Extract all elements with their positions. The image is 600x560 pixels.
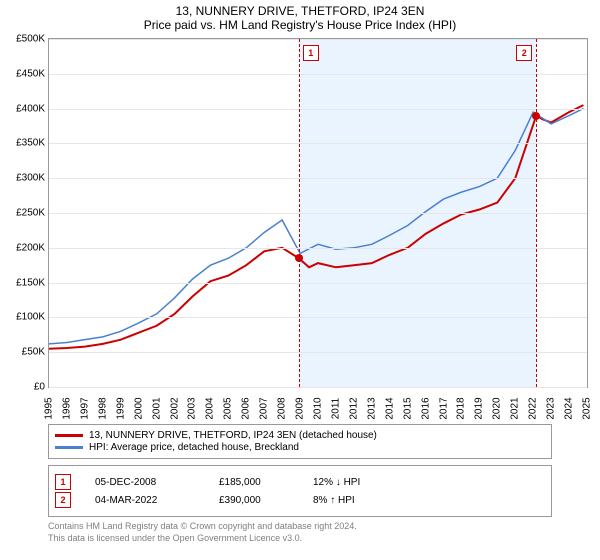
event-marker-icon: 1 xyxy=(303,45,319,61)
x-axis-label: 2015 xyxy=(402,397,413,419)
x-axis-label: 2010 xyxy=(313,397,324,419)
event-date: 05-DEC-2008 xyxy=(95,477,195,488)
x-axis-label: 2013 xyxy=(366,397,377,419)
attribution-line: This data is licensed under the Open Gov… xyxy=(48,533,552,545)
event-delta: 12% ↓ HPI xyxy=(313,477,360,488)
x-axis-label: 1996 xyxy=(61,397,72,419)
y-axis-label: £350K xyxy=(16,138,45,149)
event-marker-icon: 2 xyxy=(516,45,532,61)
y-axis-label: £200K xyxy=(16,242,45,253)
x-axis-label: 2009 xyxy=(295,397,306,419)
attribution: Contains HM Land Registry data © Crown c… xyxy=(48,521,552,544)
event-table: 1 05-DEC-2008 £185,000 12% ↓ HPI 2 04-MA… xyxy=(48,465,552,517)
x-axis-label: 2019 xyxy=(474,397,485,419)
legend-item: 13, NUNNERY DRIVE, THETFORD, IP24 3EN (d… xyxy=(55,430,545,441)
y-axis-label: £300K xyxy=(16,173,45,184)
legend-label: HPI: Average price, detached house, Brec… xyxy=(89,442,299,453)
x-axis-label: 2006 xyxy=(241,397,252,419)
event-marker-icon: 2 xyxy=(55,492,71,508)
x-axis-label: 2018 xyxy=(456,397,467,419)
y-axis-label: £50K xyxy=(22,347,45,358)
event-date: 04-MAR-2022 xyxy=(95,495,195,506)
event-delta: 8% ↑ HPI xyxy=(313,495,355,506)
x-axis-label: 2011 xyxy=(330,398,341,420)
event-price: £185,000 xyxy=(219,477,289,488)
legend: 13, NUNNERY DRIVE, THETFORD, IP24 3EN (d… xyxy=(48,424,552,459)
x-axis-label: 2004 xyxy=(205,397,216,419)
y-axis-label: £100K xyxy=(16,312,45,323)
x-axis-label: 2012 xyxy=(348,397,359,419)
event-row: 2 04-MAR-2022 £390,000 8% ↑ HPI xyxy=(55,492,545,508)
legend-item: HPI: Average price, detached house, Brec… xyxy=(55,442,545,453)
event-row: 1 05-DEC-2008 £185,000 12% ↓ HPI xyxy=(55,474,545,490)
event-marker-icon: 1 xyxy=(55,474,71,490)
y-axis-label: £150K xyxy=(16,277,45,288)
x-axis-label: 1997 xyxy=(79,397,90,419)
x-axis-label: 2001 xyxy=(151,397,162,419)
series-line xyxy=(49,105,583,349)
x-axis-label: 2020 xyxy=(492,397,503,419)
legend-swatch xyxy=(55,434,83,437)
x-axis-label: 2016 xyxy=(420,397,431,419)
chart-area: £0£50K£100K£150K£200K£250K£300K£350K£400… xyxy=(48,38,588,388)
attribution-line: Contains HM Land Registry data © Crown c… xyxy=(48,521,552,533)
legend-swatch xyxy=(55,446,83,449)
y-axis-label: £250K xyxy=(16,208,45,219)
x-axis-label: 2003 xyxy=(187,397,198,419)
x-axis-label: 2025 xyxy=(582,397,593,419)
x-axis-label: 2000 xyxy=(133,397,144,419)
x-axis-label: 2005 xyxy=(223,397,234,419)
x-axis-label: 2022 xyxy=(528,397,539,419)
event-price: £390,000 xyxy=(219,495,289,506)
event-dot-icon xyxy=(295,254,303,262)
title-address: 13, NUNNERY DRIVE, THETFORD, IP24 3EN xyxy=(0,0,600,18)
event-line xyxy=(299,39,300,387)
legend-label: 13, NUNNERY DRIVE, THETFORD, IP24 3EN (d… xyxy=(89,430,377,441)
x-axis-label: 2007 xyxy=(259,397,270,419)
x-axis-label: 2008 xyxy=(277,397,288,419)
x-axis-label: 2014 xyxy=(384,397,395,419)
x-axis-label: 2024 xyxy=(564,397,575,419)
y-axis-label: £450K xyxy=(16,68,45,79)
title-subtitle: Price paid vs. HM Land Registry's House … xyxy=(0,18,600,32)
event-dot-icon xyxy=(532,112,540,120)
x-axis-label: 2023 xyxy=(546,397,557,419)
x-axis-label: 2002 xyxy=(169,397,180,419)
y-axis-label: £500K xyxy=(16,34,45,45)
y-axis-label: £0 xyxy=(34,382,45,393)
x-axis-label: 2017 xyxy=(438,397,449,419)
chart-container: 13, NUNNERY DRIVE, THETFORD, IP24 3EN Pr… xyxy=(0,0,600,560)
x-axis-label: 1998 xyxy=(97,397,108,419)
y-axis-label: £400K xyxy=(16,103,45,114)
x-axis-label: 1999 xyxy=(115,397,126,419)
x-axis-label: 1995 xyxy=(44,397,55,419)
x-axis-label: 2021 xyxy=(510,397,521,419)
event-line xyxy=(536,39,537,387)
